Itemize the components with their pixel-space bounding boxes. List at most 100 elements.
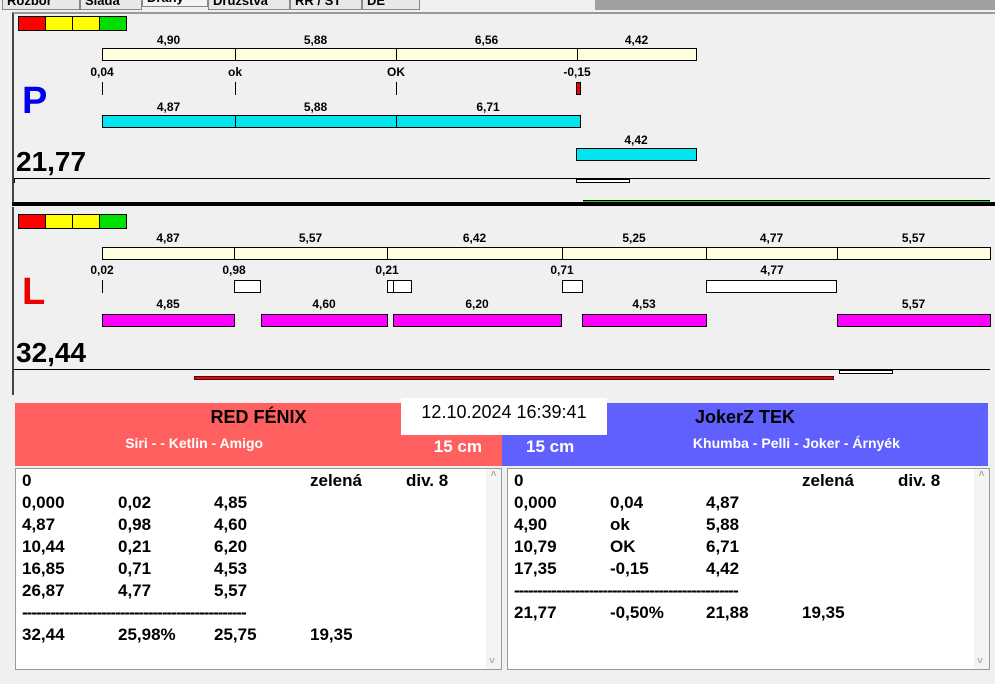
tab-5[interactable]: DE (362, 0, 420, 10)
total-cell: 21,88 (706, 603, 749, 622)
segment-bar (562, 247, 707, 260)
divider (14, 178, 990, 179)
tab-1[interactable]: Sláda (80, 0, 142, 10)
list-cell: 0,000 (22, 493, 65, 512)
tab-2[interactable]: Dráhy (142, 0, 208, 7)
list-cell: 4,85 (214, 493, 248, 512)
list-cell: 16,85 (22, 559, 65, 578)
segment-bar (102, 48, 236, 61)
segment-bar (102, 247, 235, 260)
indicator-square (99, 16, 127, 31)
list-row: 17,35 -0,15 4,42 (514, 559, 974, 581)
run-bar (102, 115, 236, 128)
list-cell: 4,87 (706, 493, 740, 512)
tab-3[interactable]: Družstva (208, 0, 290, 10)
list-cell: 10,44 (22, 537, 65, 556)
list-cell: 17,35 (514, 559, 557, 578)
list-cell: 10,79 (514, 537, 557, 556)
reaction-label: OK (387, 65, 405, 79)
total-cell: 25,75 (214, 625, 257, 644)
list-row: 26,87 4,77 5,57 (22, 581, 482, 603)
list-cell: 5,57 (214, 581, 248, 600)
total-cell: 25,98% (118, 625, 176, 644)
run-label: 4,60 (312, 297, 336, 311)
indicator-square (45, 214, 73, 229)
list-cell: -0,15 (610, 559, 649, 578)
list-cell: 0,71 (118, 559, 152, 578)
list-cell: 0 (22, 471, 32, 490)
tick (102, 280, 103, 293)
reaction-label: 0,71 (550, 263, 574, 277)
list-cell: 0 (514, 471, 524, 490)
list-row: 4,87 0,98 4,60 (22, 515, 482, 537)
team-members: Siri - - Ketlin - Amigo (125, 435, 264, 451)
run-label: 6,71 (476, 100, 500, 114)
team-distance: 15 cm (433, 437, 482, 456)
list-cell: 6,20 (214, 537, 248, 556)
list-row: 10,44 0,21 6,20 (22, 537, 482, 559)
list-cell: 0,000 (514, 493, 557, 512)
indicator-square (45, 16, 73, 31)
segment-label: 5,88 (303, 33, 328, 47)
total-cell: 32,44 (22, 625, 65, 644)
reaction-label: 0,04 (90, 65, 114, 79)
segment-bar (396, 48, 578, 61)
totals-row: 32,44 25,98% 25,75 19,35 (22, 625, 482, 647)
lane-total: 32,44 (16, 337, 87, 368)
list-cell: 4,60 (214, 515, 248, 534)
segment-bar (577, 48, 697, 61)
divider (14, 369, 990, 370)
indicator-square (18, 16, 46, 31)
list-row: 0,000 0,02 4,85 (22, 493, 482, 515)
list-header: 0 zelená div. 8 (514, 471, 974, 493)
lane-p-panel: P 21,77 4,90 5,88 6,56 4,42 0,04 ok OK -0,15 4,8… (12, 12, 995, 205)
scrollbar[interactable]: ˄ ˅ (974, 469, 989, 669)
lane-letter: P (22, 80, 48, 122)
indicator-square (72, 16, 100, 31)
team-name: JokerZ TEK (694, 407, 796, 427)
scrollbar[interactable]: ˄ ˅ (486, 469, 501, 669)
indicator-square (72, 214, 100, 229)
reaction-label: 0,21 (375, 263, 399, 277)
tab-4[interactable]: RR / ST (290, 0, 362, 10)
team-left-results[interactable]: ˄ ˅ 0 zelená div. 8 0,000 0,02 4,85 4,87 0,98 4,60… (15, 468, 502, 670)
separator: ----------------------------------------… (514, 581, 739, 600)
segment-bar (234, 247, 388, 260)
separator (12, 202, 995, 206)
reaction-label: 0,02 (90, 263, 114, 277)
run-label: 5,88 (303, 100, 328, 114)
run-bar (102, 314, 235, 327)
reaction-label: 0,98 (222, 263, 246, 277)
segment-bar (837, 247, 991, 260)
tick (396, 82, 397, 95)
tab-0[interactable]: Rozbor (2, 0, 80, 10)
divider (14, 178, 15, 183)
reaction-label: ok (227, 65, 243, 79)
tick (102, 82, 103, 95)
segment-label: 5,25 (622, 231, 646, 245)
list-cell: zelená (310, 471, 362, 490)
indicator-square (99, 214, 127, 229)
team-distance: 15 cm (526, 437, 575, 456)
run-bar (261, 314, 388, 327)
separator: ----------------------------------------… (22, 603, 247, 622)
segment-label: 4,87 (156, 231, 180, 245)
list-cell: 4,53 (214, 559, 248, 578)
list-cell: 6,71 (706, 537, 740, 556)
tab-bar-empty (595, 0, 995, 10)
list-cell: 4,42 (706, 559, 740, 578)
totals-row: 21,77 -0,50% 21,88 19,35 (514, 603, 974, 625)
segment-bar (235, 48, 397, 61)
team-right-results[interactable]: ˄ ˅ 0 zelená div. 8 0,000 0,04 4,87 4,90 ok 5,88 10… (507, 468, 990, 670)
run-bar (837, 314, 991, 327)
list-cell: ok (610, 515, 630, 534)
list-header: 0 zelená div. 8 (22, 471, 482, 493)
run-bar (235, 115, 397, 128)
segment-label: 5,57 (298, 231, 323, 245)
run-bar (393, 314, 562, 327)
list-cell: 0,04 (610, 493, 644, 512)
segment-label: 4,77 (759, 231, 784, 245)
run-bar (582, 314, 707, 327)
segment-label: 4,90 (156, 33, 181, 47)
segment-label: 5,57 (901, 231, 926, 245)
